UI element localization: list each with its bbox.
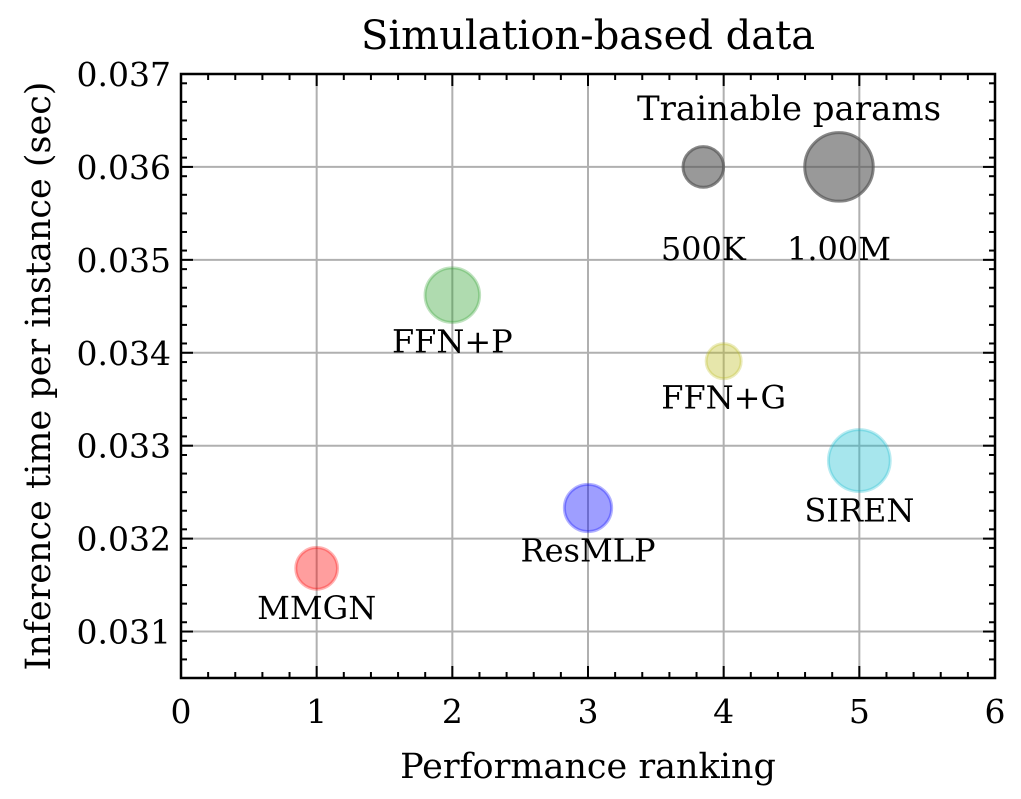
legend-entry-label: 1.00M bbox=[787, 230, 891, 268]
point-label: FFN+G bbox=[661, 379, 786, 417]
x-tick-label: 5 bbox=[849, 692, 870, 731]
point-label: SIREN bbox=[804, 491, 914, 529]
y-tick-label: 0.032 bbox=[77, 520, 171, 559]
y-axis-label: Inference time per instance (sec) bbox=[19, 82, 59, 671]
point-siren bbox=[826, 428, 892, 493]
point-resmlp bbox=[562, 482, 614, 534]
point-label: MMGN bbox=[257, 589, 376, 627]
legend-marker bbox=[681, 145, 726, 189]
x-tick-label: 3 bbox=[578, 692, 599, 731]
x-tick-label: 0 bbox=[171, 692, 192, 731]
legend-title: Trainable params bbox=[637, 89, 941, 129]
plot-frame bbox=[179, 72, 997, 680]
point-label: ResMLP bbox=[521, 532, 656, 570]
point-mmgn bbox=[294, 546, 340, 591]
y-tick-label: 0.034 bbox=[77, 334, 171, 373]
size-legend: Trainable params 500K 1.00M bbox=[637, 89, 941, 268]
y-tick-label: 0.036 bbox=[77, 148, 171, 187]
point-ffn-g bbox=[704, 342, 743, 381]
tick-labels: 0 1 2 3 4 5 6 0.031 0.032 0.033 0.034 0.035 0.036 0.0… bbox=[77, 55, 1006, 731]
legend-marker bbox=[803, 131, 875, 203]
y-tick-label: 0.037 bbox=[77, 55, 171, 94]
y-tick-label: 0.033 bbox=[77, 427, 171, 466]
point-ffn-p bbox=[423, 266, 482, 324]
y-tick-label: 0.035 bbox=[77, 241, 171, 280]
x-tick-label: 4 bbox=[713, 692, 734, 731]
chart-title: Simulation-based data bbox=[361, 13, 815, 59]
x-axis-label: Performance ranking bbox=[400, 747, 776, 787]
x-tick-label: 2 bbox=[442, 692, 463, 731]
point-label: FFN+P bbox=[392, 322, 513, 360]
x-tick-label: 1 bbox=[306, 692, 327, 731]
y-tick-label: 0.031 bbox=[77, 613, 171, 652]
grid-lines bbox=[181, 74, 995, 678]
legend-entry-label: 500K bbox=[661, 230, 747, 268]
x-tick-label: 6 bbox=[985, 692, 1006, 731]
data-points: MMGN FFN+P ResMLP FFN+G SIREN bbox=[257, 266, 914, 627]
